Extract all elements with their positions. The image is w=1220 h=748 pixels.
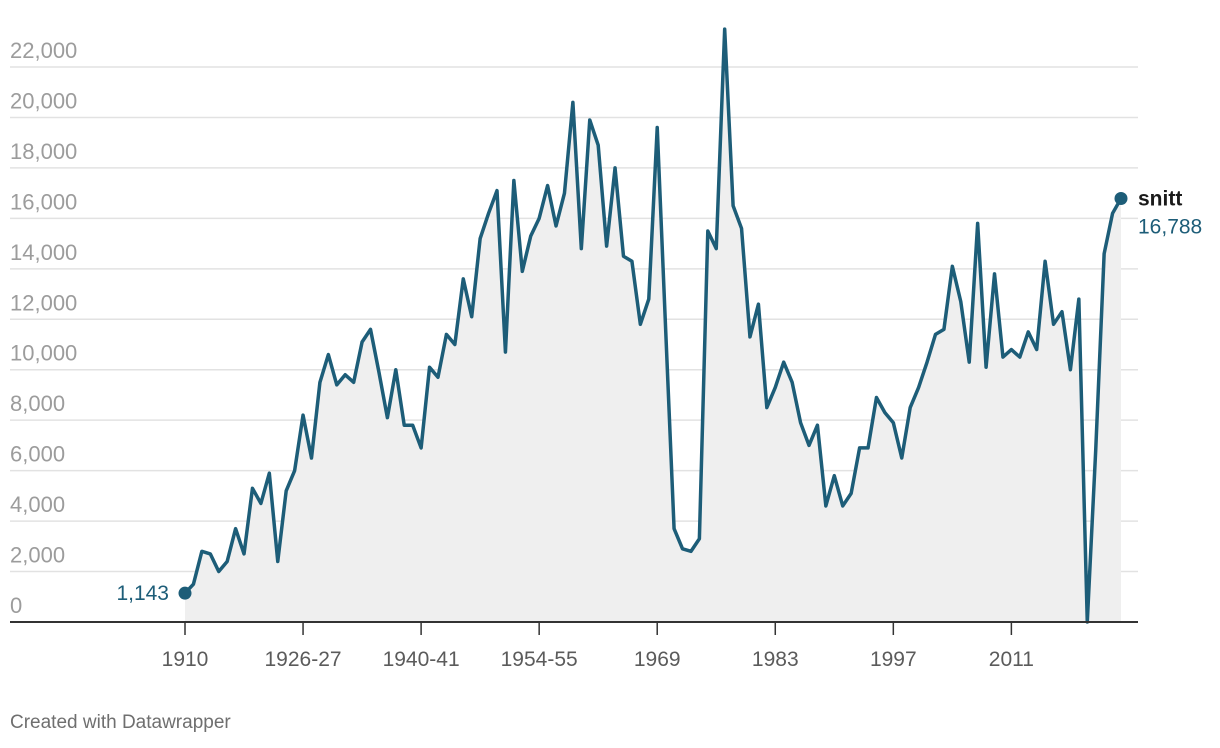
x-tick-label: 1997 xyxy=(870,648,917,671)
y-tick-label: 14,000 xyxy=(10,240,77,265)
y-tick-label: 18,000 xyxy=(10,139,77,164)
x-tick-label: 1940-41 xyxy=(383,648,460,671)
y-tick-label: 20,000 xyxy=(10,88,77,113)
x-tick-label: 1969 xyxy=(634,648,681,671)
x-tick-label: 1910 xyxy=(162,648,209,671)
start-value-label: 1,143 xyxy=(116,582,169,605)
y-tick-label: 12,000 xyxy=(10,290,77,315)
x-tick-label: 2011 xyxy=(989,648,1034,671)
x-tick-label: 1983 xyxy=(752,648,799,671)
y-tick-label: 4,000 xyxy=(10,492,65,517)
y-tick-label: 0 xyxy=(10,593,22,618)
end-value-label: 16,788 xyxy=(1138,215,1202,238)
y-tick-label: 22,000 xyxy=(10,38,77,63)
end-point-marker xyxy=(1114,191,1128,205)
y-tick-label: 16,000 xyxy=(10,189,77,214)
area-fill xyxy=(185,29,1121,623)
y-tick-label: 10,000 xyxy=(10,341,77,366)
end-series-name-label: snitt xyxy=(1138,187,1182,210)
x-tick-label: 1954-55 xyxy=(501,648,578,671)
y-axis: 0 2,000 4,000 6,000 8,000 10,000 12,000 14,000 1… xyxy=(10,38,77,618)
annotations: 1,143 snitt 16,788 xyxy=(116,187,1202,605)
y-tick-label: 6,000 xyxy=(10,442,65,467)
x-tick-label: 1926-27 xyxy=(265,648,342,671)
y-tick-label: 2,000 xyxy=(10,543,65,568)
x-axis: 1910 1926-27 1940-41 1954-55 1969 1983 1997 201… xyxy=(162,622,1034,671)
series-line xyxy=(183,27,1123,624)
y-tick-label: 8,000 xyxy=(10,391,65,416)
credit-text: Created with Datawrapper xyxy=(10,712,231,733)
line-chart: 0 2,000 4,000 6,000 8,000 10,000 12,000 14,000 1… xyxy=(10,27,1202,671)
start-point-marker xyxy=(178,586,192,600)
